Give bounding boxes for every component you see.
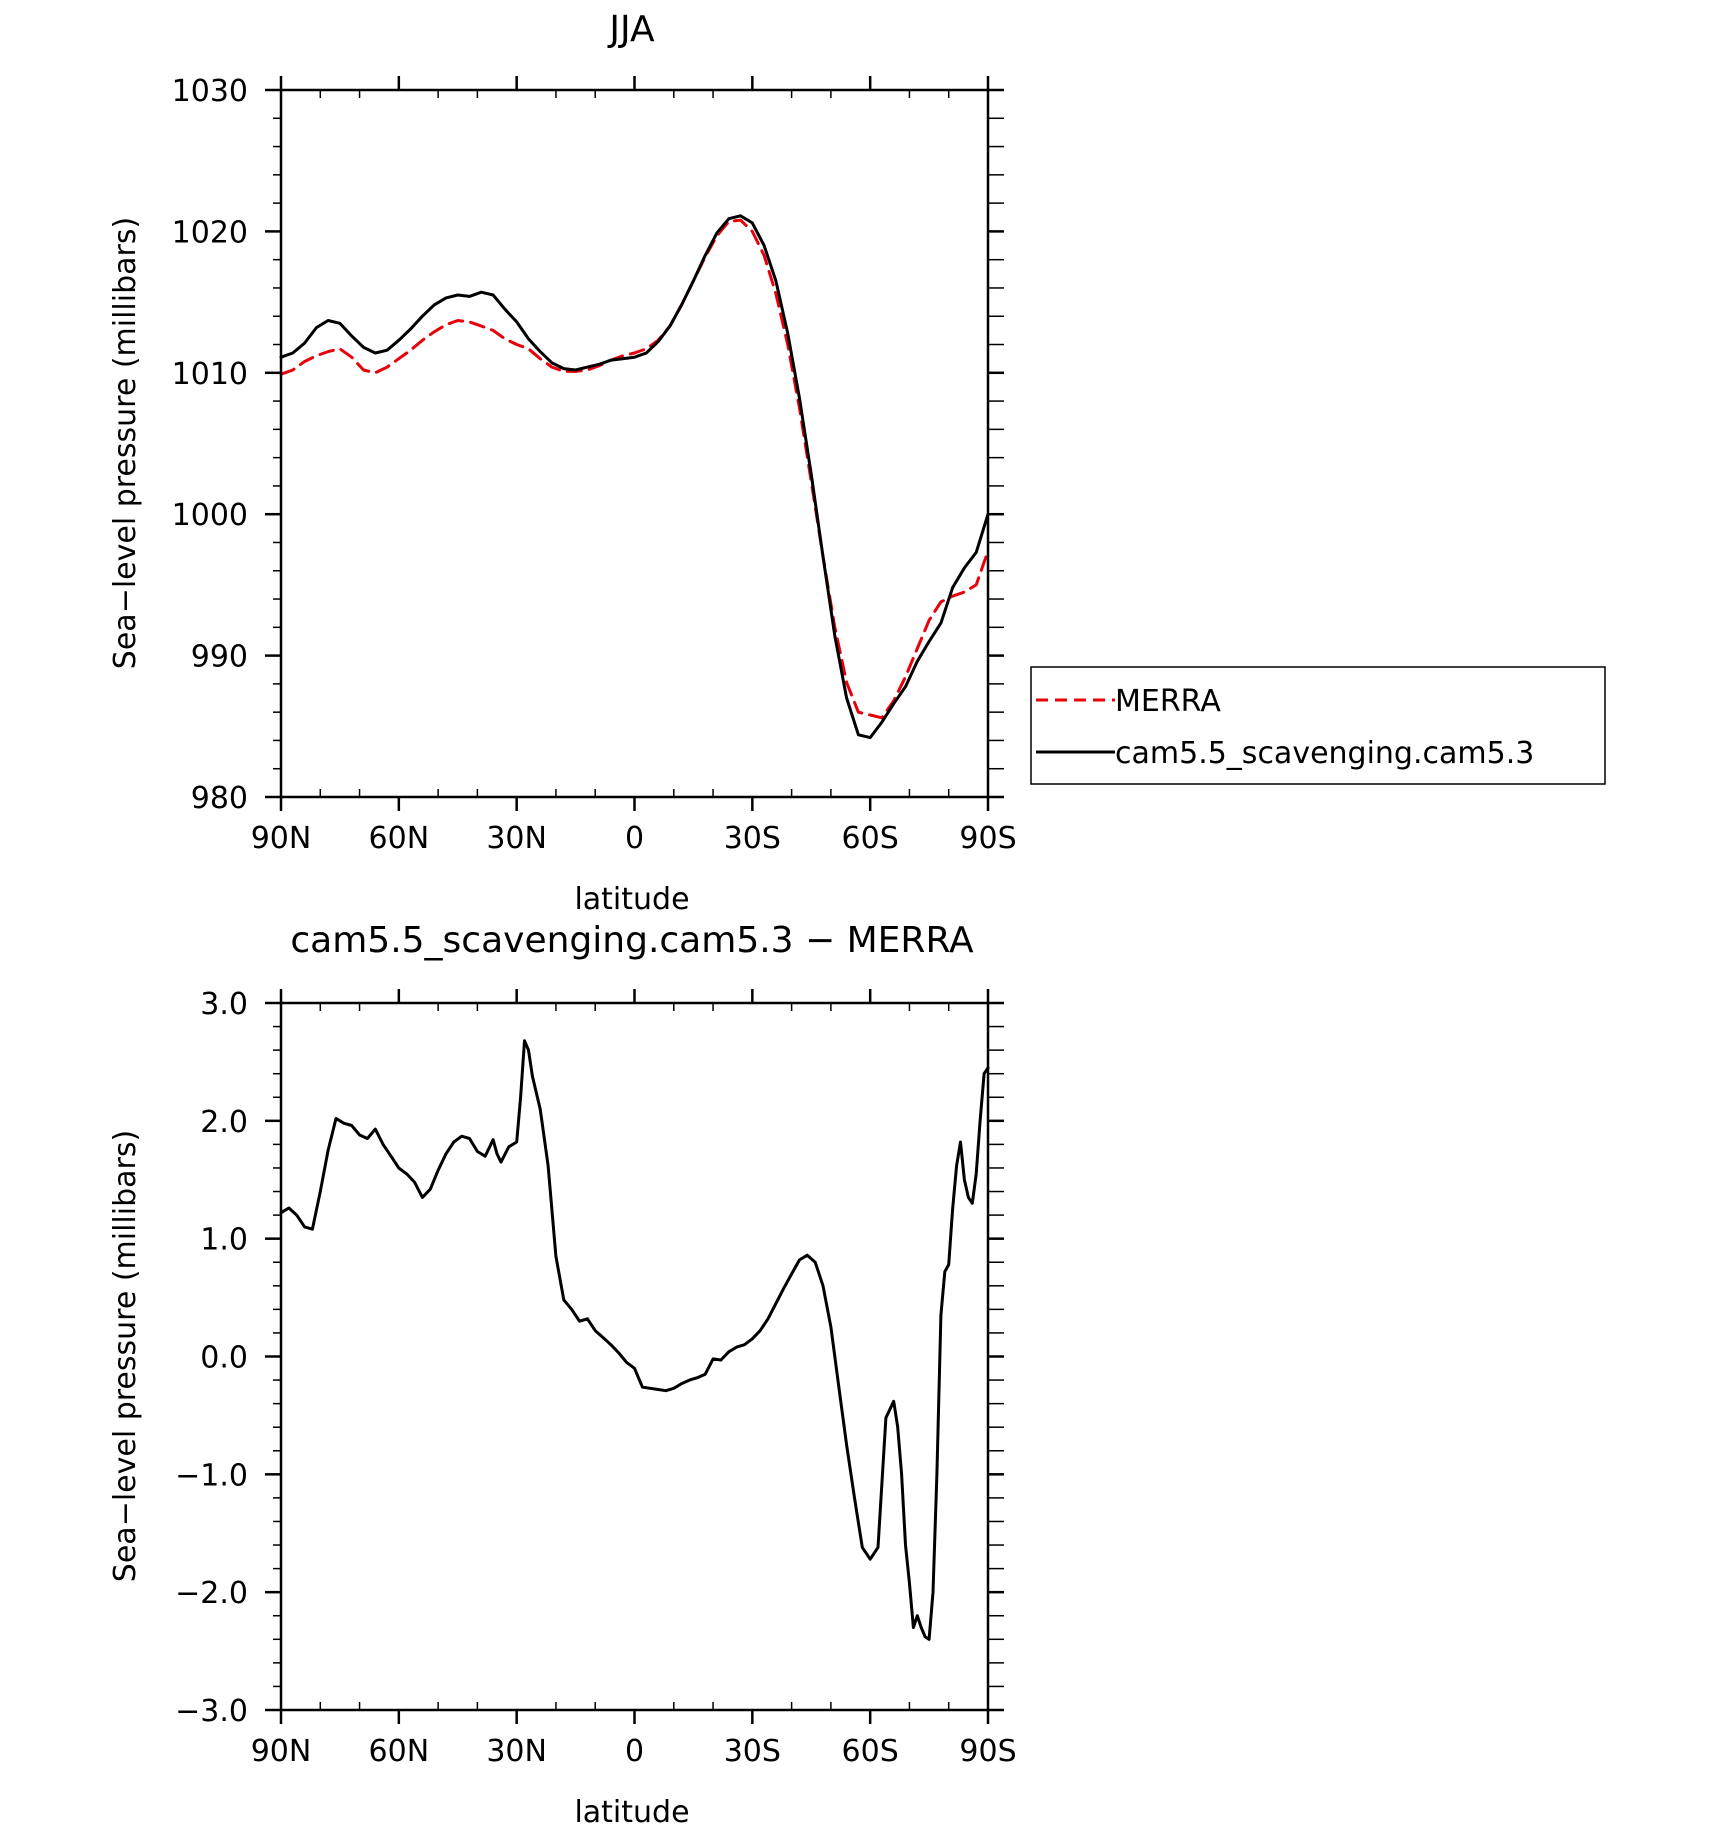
legend-merra-label: MERRA [1115,684,1221,719]
top-y-tick-label: 1000 [172,498,248,533]
bottom-x-tick-labels: 90N 60N 30N 0 30S 60S 90S [251,1734,1017,1769]
top-x-tick-label: 0 [625,821,644,856]
bottom-x-tick-label: 90N [251,1734,312,1769]
bottom-series-layer [279,1039,990,1641]
bottom-y-tick-label: −3.0 [175,1694,248,1729]
top-panel-title: JJA [607,9,655,50]
top-series-layer [279,214,990,740]
top-x-tick-label: 90S [959,821,1016,856]
bottom-x-tick-label: 60S [842,1734,899,1769]
top-y-tick-label: 1010 [172,357,248,392]
bottom-panel: cam5.5_scavenging.cam5.3 − MERRA 90N 60N 3… [108,920,1017,1827]
top-x-tick-label: 60N [369,821,430,856]
top-series-line-1 [279,214,990,740]
top-x-tick-label: 30S [724,821,781,856]
bottom-y-tick-label: −2.0 [175,1576,248,1611]
bottom-x-tick-label: 90S [959,1734,1016,1769]
top-series-line-0 [279,218,990,720]
top-x-tick-label: 90N [251,821,312,856]
top-axis-ticks [265,76,1004,811]
top-y-tick-label: 990 [191,640,248,675]
bottom-plot-frame [279,1001,990,1712]
legend-model-label: cam5.5_scavenging.cam5.3 [1115,736,1534,771]
bottom-y-tick-label: 0.0 [200,1341,248,1376]
bottom-x-tick-label: 0 [625,1734,644,1769]
top-x-tick-label: 30N [486,821,547,856]
legend-box [1030,666,1606,785]
bottom-axis-ticks [265,989,1004,1724]
bottom-y-tick-label: 2.0 [200,1105,248,1140]
bottom-y-tick-label: 3.0 [200,987,248,1022]
top-y-tick-labels: 980 990 1000 1010 1020 1030 [172,74,248,816]
bottom-series-line-0 [279,1039,990,1641]
bottom-y-tick-labels: −3.0 −2.0 −1.0 0.0 1.0 2.0 3.0 [175,987,248,1729]
top-x-tick-label: 60S [842,821,899,856]
top-panel: JJA 90N 60N 30N 0 30S 60S 90S 980 990 1000 1010 10… [108,9,1606,917]
bottom-y-tick-label: −1.0 [175,1458,248,1493]
top-x-tick-labels: 90N 60N 30N 0 30S 60S 90S [251,821,1017,856]
top-y-tick-label: 1020 [172,215,248,250]
bottom-y-axis-label: Sea−level pressure (millibars) [108,1130,143,1582]
bottom-y-tick-label: 1.0 [200,1223,248,1258]
bottom-panel-title: cam5.5_scavenging.cam5.3 − MERRA [290,920,974,961]
bottom-x-tick-label: 30S [724,1734,781,1769]
top-y-tick-label: 1030 [172,74,248,109]
top-plot-frame [279,88,990,799]
top-y-tick-label: 980 [191,781,248,816]
bottom-x-axis-label: latitude [574,1795,689,1827]
top-x-axis-label: latitude [574,882,689,917]
bottom-x-tick-label: 30N [486,1734,547,1769]
top-y-axis-label: Sea−level pressure (millibars) [108,217,143,669]
top-legend: MERRA cam5.5_scavenging.cam5.3 [1030,666,1606,785]
bottom-x-tick-label: 60N [369,1734,430,1769]
